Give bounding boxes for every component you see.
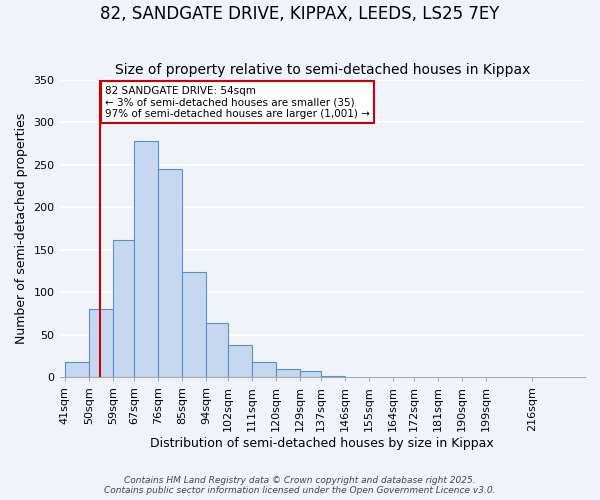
Bar: [345, 376, 369, 378]
Bar: [251, 362, 275, 378]
X-axis label: Distribution of semi-detached houses by size in Kippax: Distribution of semi-detached houses by …: [151, 437, 494, 450]
Bar: [158, 169, 182, 378]
Bar: [299, 370, 321, 378]
Text: Contains HM Land Registry data © Crown copyright and database right 2025.
Contai: Contains HM Land Registry data © Crown c…: [104, 476, 496, 495]
Bar: [182, 272, 206, 378]
Bar: [206, 323, 227, 378]
Bar: [89, 310, 113, 378]
Bar: [321, 376, 345, 378]
Title: Size of property relative to semi-detached houses in Kippax: Size of property relative to semi-detach…: [115, 63, 530, 77]
Bar: [65, 362, 89, 378]
Text: 82, SANDGATE DRIVE, KIPPAX, LEEDS, LS25 7EY: 82, SANDGATE DRIVE, KIPPAX, LEEDS, LS25 …: [100, 5, 500, 23]
Bar: [134, 141, 158, 378]
Bar: [275, 369, 299, 378]
Y-axis label: Number of semi-detached properties: Number of semi-detached properties: [15, 113, 28, 344]
Bar: [227, 345, 251, 378]
Text: 82 SANDGATE DRIVE: 54sqm
← 3% of semi-detached houses are smaller (35)
97% of se: 82 SANDGATE DRIVE: 54sqm ← 3% of semi-de…: [105, 86, 370, 118]
Bar: [113, 240, 134, 378]
